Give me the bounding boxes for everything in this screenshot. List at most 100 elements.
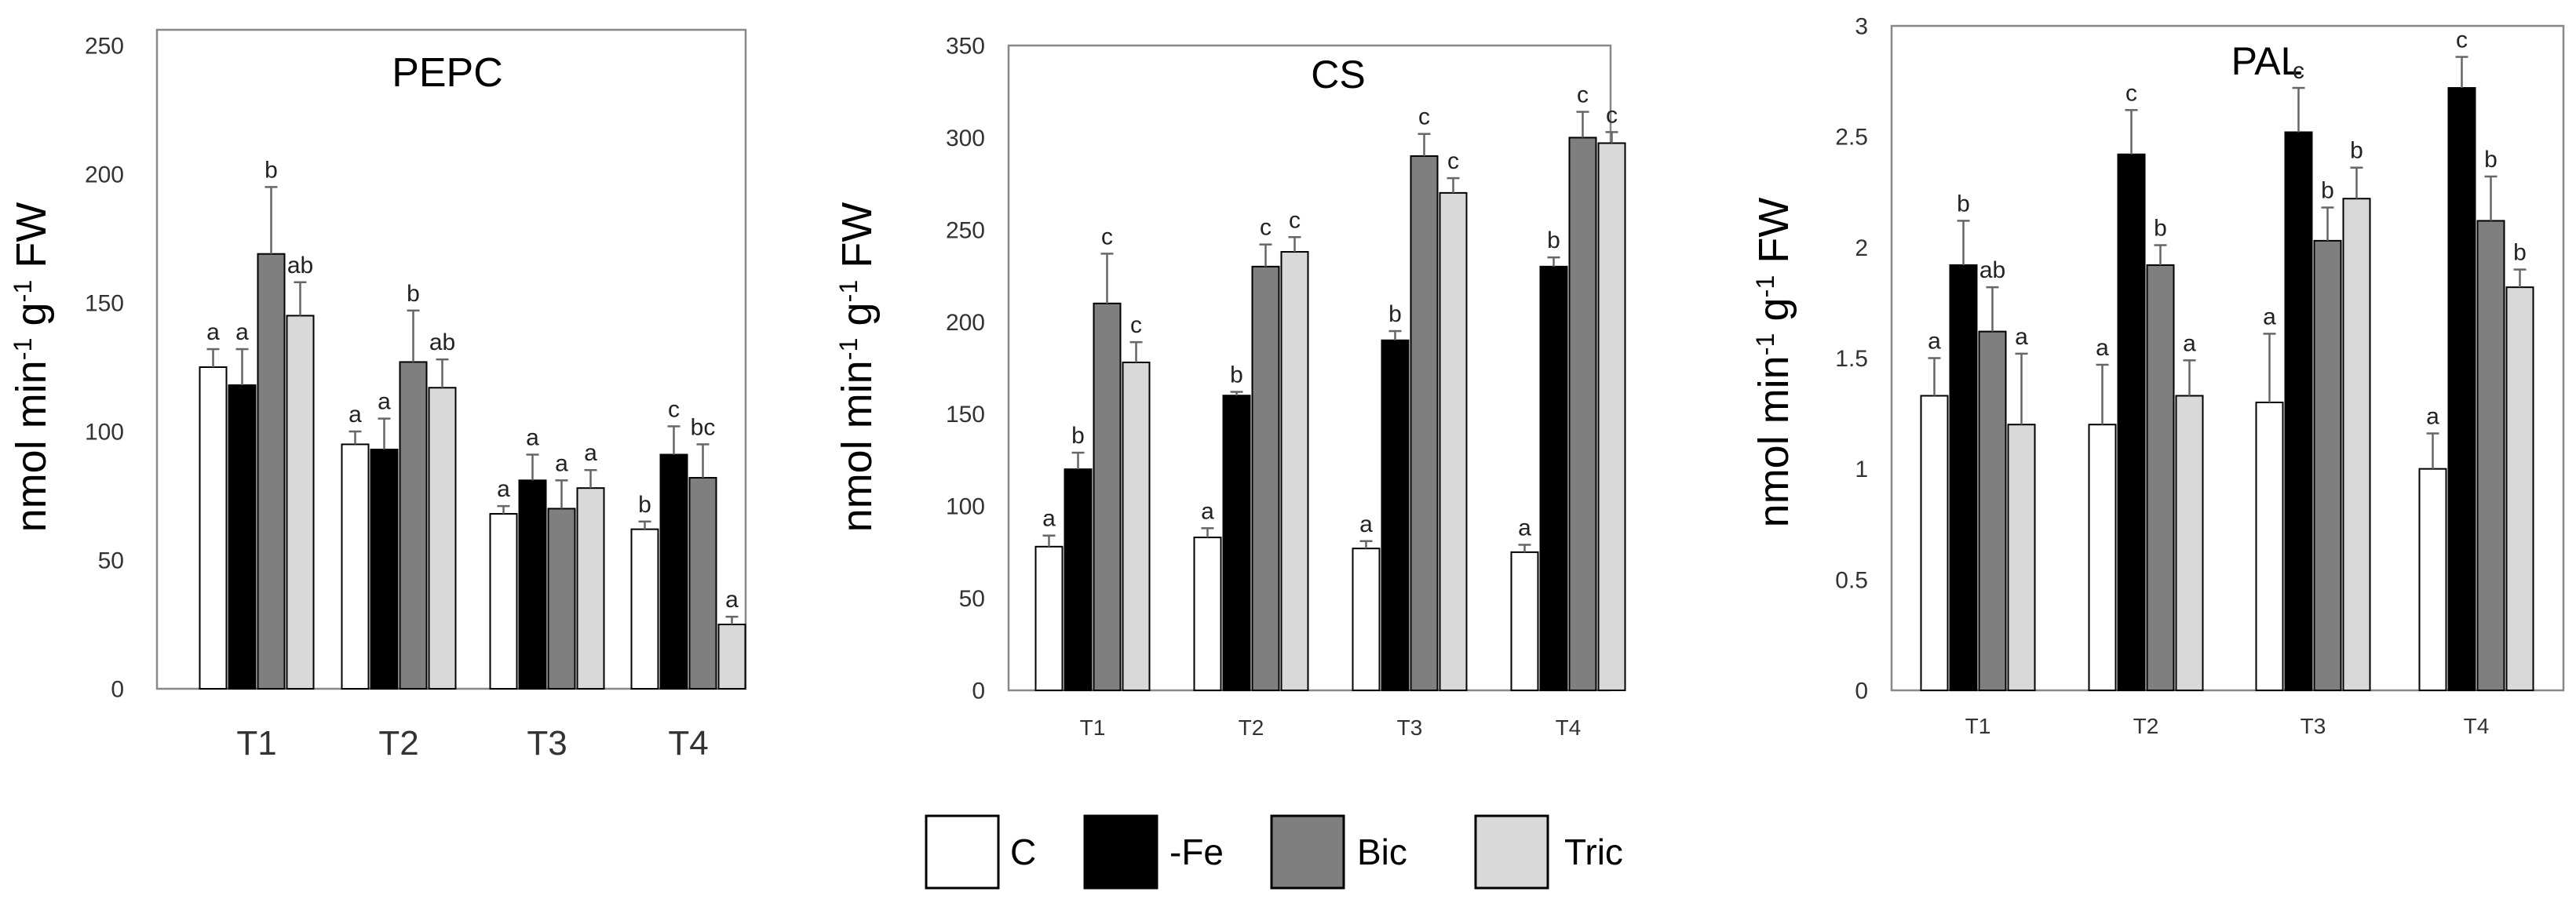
y-tick-label: 0 — [111, 677, 124, 703]
legend-label-fe: -Fe — [1169, 832, 1224, 872]
y-tick-label: 200 — [946, 310, 985, 336]
significance-letter: b — [2321, 178, 2334, 204]
significance-letter: bc — [691, 414, 716, 440]
bar-fe — [518, 479, 547, 690]
chart-title: PAL — [2231, 39, 2303, 83]
significance-letter: b — [2513, 240, 2527, 266]
x-tick-label: T3 — [2301, 714, 2326, 738]
bar-fe — [1949, 264, 1978, 692]
significance-letter: a — [584, 440, 597, 466]
chart-cs: 0 50 100 150 200 250 300 350 CS nmol min-1 g-1 FW… — [834, 34, 1626, 740]
bar-bic — [1568, 136, 1597, 691]
significance-letter: b — [1957, 191, 1970, 217]
x-tick-label: T1 — [236, 724, 276, 763]
significance-letter: a — [1928, 329, 1941, 355]
significance-letter: c — [668, 396, 680, 422]
significance-letter: c — [1260, 215, 1272, 241]
bar-bic — [1251, 265, 1280, 692]
bar-bic — [1410, 155, 1439, 691]
bar-tric — [576, 487, 605, 690]
bar-fe — [1539, 265, 1568, 692]
y-tick-label: 3 — [1855, 14, 1868, 40]
significance-letter: ab — [287, 253, 313, 278]
significance-letter: c — [1101, 224, 1113, 249]
y-tick-label: 0 — [972, 679, 985, 704]
significance-letter: a — [2096, 335, 2109, 361]
significance-letter: b — [1071, 423, 1085, 449]
bar-fe — [370, 448, 399, 690]
bar-c — [1510, 551, 1539, 691]
bar-c — [2255, 401, 2284, 691]
significance-letter: b — [407, 281, 420, 307]
bar-bic — [547, 508, 576, 690]
significance-letter: c — [1130, 312, 1142, 338]
significance-letter: ab — [429, 329, 455, 355]
bar-fe — [2447, 87, 2476, 691]
legend-swatch-bic — [1270, 814, 1345, 890]
legend-swatch-tric — [1474, 814, 1549, 890]
y-tick-label: 300 — [946, 126, 985, 151]
y-tick-label: 250 — [946, 217, 985, 243]
y-tick-label: 350 — [946, 34, 985, 60]
y-tick-label: 0 — [1855, 679, 1868, 704]
significance-letter: a — [526, 425, 539, 451]
y-tick-label: 150 — [85, 291, 124, 317]
chart-title: CS — [1311, 53, 1365, 96]
significance-letter: b — [2350, 138, 2363, 164]
significance-letter: a — [1201, 498, 1214, 524]
legend-label-bic: Bic — [1357, 832, 1407, 872]
bar-bic — [2146, 264, 2175, 692]
bar-bic — [1978, 330, 2007, 691]
significance-letter: a — [2263, 304, 2276, 329]
bar-c — [2418, 468, 2447, 692]
x-tick-label: T4 — [2464, 714, 2490, 738]
x-tick-label: T2 — [1239, 715, 1264, 740]
bar-tric — [1439, 191, 1468, 691]
significance-letter: c — [1577, 82, 1589, 108]
plot-frame — [1890, 24, 2565, 692]
y-axis-label: nmol min-1 g-1 FW — [8, 202, 55, 533]
bar-tric — [2175, 395, 2204, 691]
bar-bic — [1093, 302, 1122, 691]
significance-letter: b — [2154, 216, 2167, 242]
significance-letter: b — [638, 492, 651, 518]
significance-letter: b — [2484, 147, 2498, 173]
y-tick-label: 100 — [85, 420, 124, 446]
significance-letter: a — [1518, 515, 1531, 541]
bar-fe — [2284, 131, 2313, 691]
y-tick-label: 2.5 — [1835, 125, 1868, 151]
bar-tric — [428, 387, 457, 690]
bar-fe — [659, 453, 688, 690]
bar-tric — [2007, 424, 2036, 691]
y-tick-label: 1.5 — [1835, 346, 1868, 372]
y-tick-label: 50 — [98, 548, 124, 574]
y-tick-label: 100 — [946, 494, 985, 520]
x-tick-label: T2 — [378, 724, 418, 763]
bar-c — [1352, 548, 1381, 691]
significance-letter: a — [378, 389, 391, 415]
significance-letter: b — [1230, 362, 1243, 388]
significance-letter: a — [725, 587, 739, 613]
bar-tric — [1280, 251, 1309, 692]
y-tick-label: 1 — [1855, 457, 1868, 482]
x-tick-label: T2 — [2133, 714, 2159, 738]
y-tick-label: 150 — [946, 402, 985, 428]
legend-label-c: C — [1010, 832, 1036, 872]
bar-bic — [2313, 239, 2342, 691]
significance-letter: c — [2293, 58, 2304, 84]
significance-letter: a — [1042, 506, 1056, 532]
bar-tric — [2505, 286, 2534, 691]
bar-fe — [228, 384, 257, 690]
x-tick-label: T3 — [527, 724, 567, 763]
y-tick-label: 0.5 — [1835, 567, 1868, 593]
bar-c — [1034, 545, 1064, 691]
significance-letter: c — [2125, 80, 2137, 106]
x-tick-label: T4 — [1556, 715, 1582, 740]
legend-label-tric: Tric — [1564, 832, 1623, 872]
bar-tric — [2342, 198, 2371, 692]
bar-tric — [286, 315, 315, 690]
bar-bic — [399, 361, 428, 690]
bar-c — [489, 512, 518, 690]
bar-c — [630, 528, 659, 690]
significance-letter: c — [1418, 104, 1430, 130]
